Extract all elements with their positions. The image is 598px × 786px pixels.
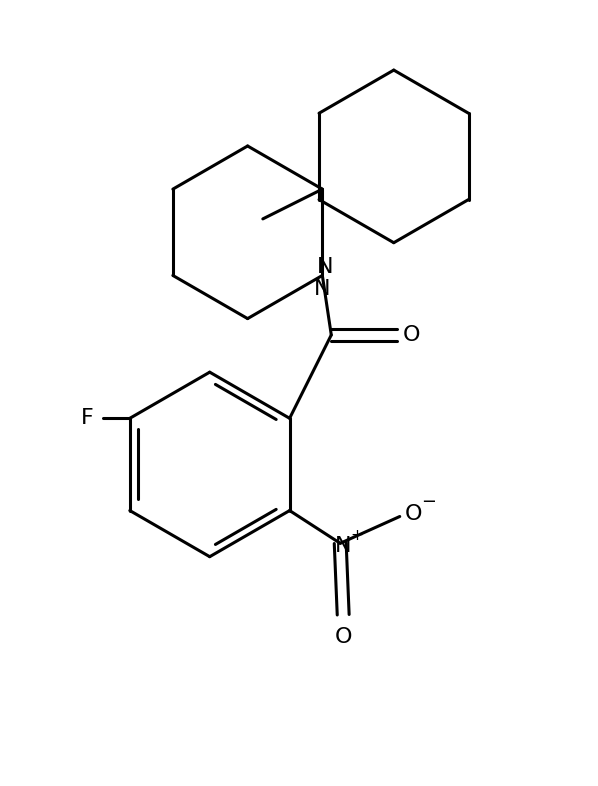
Text: N: N	[314, 278, 331, 299]
Text: N: N	[335, 536, 352, 556]
Text: +: +	[350, 528, 364, 543]
Text: −: −	[421, 493, 436, 511]
Text: O: O	[334, 626, 352, 647]
Text: F: F	[81, 408, 94, 428]
Text: N: N	[317, 256, 334, 277]
Text: O: O	[404, 504, 422, 523]
Text: O: O	[402, 325, 420, 345]
